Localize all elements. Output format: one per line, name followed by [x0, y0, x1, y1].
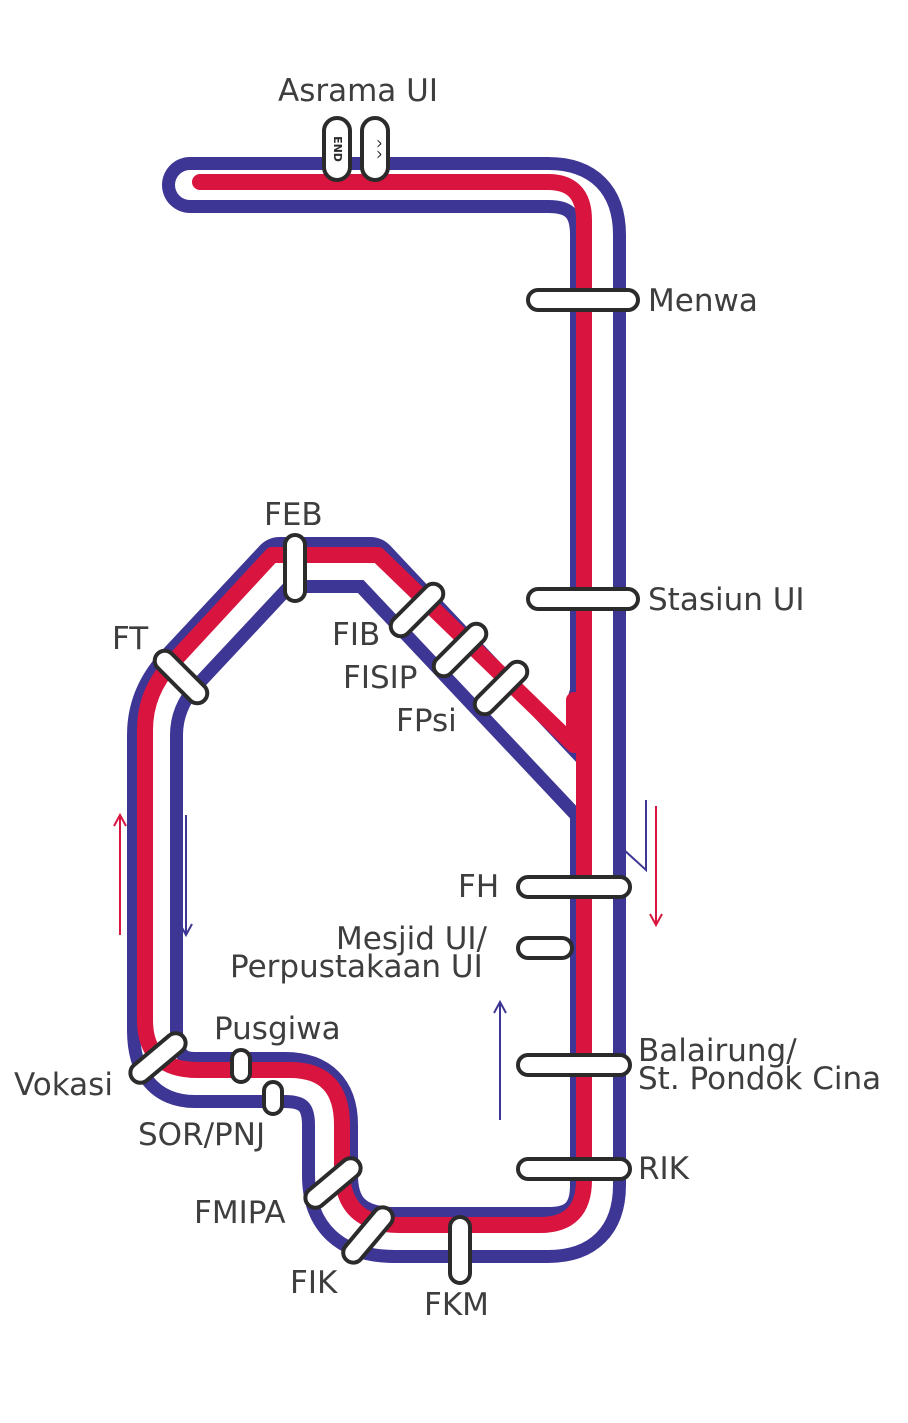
- label-rik: RIK: [638, 1151, 690, 1187]
- direction-badge: [360, 116, 390, 182]
- stop-fpsi: [472, 659, 530, 717]
- label-stasiun-ui: Stasiun UI: [648, 582, 805, 618]
- stop-fisip: [431, 621, 489, 679]
- stop-rik: [516, 1157, 632, 1181]
- stop-fkm: [448, 1215, 472, 1285]
- terminus-badges: END ^^: [322, 116, 390, 182]
- stop-fik: [341, 1205, 395, 1265]
- stop-fib: [388, 581, 446, 639]
- stop-ft: [152, 648, 210, 706]
- label-pusgiwa: Pusgiwa: [214, 1011, 341, 1047]
- stop-fh: [516, 875, 632, 899]
- label-balairung-line1: Balairung/: [638, 1033, 797, 1069]
- label-ft: FT: [112, 621, 149, 657]
- label-menwa: Menwa: [648, 283, 758, 319]
- label-fkm: FKM: [424, 1287, 489, 1323]
- stop-sor-pnj: [262, 1080, 284, 1116]
- label-balairung-line2: St. Pondok Cina: [638, 1061, 882, 1097]
- label-fib: FIB: [332, 617, 381, 653]
- label-vokasi: Vokasi: [14, 1067, 113, 1103]
- stop-vokasi: [128, 1031, 188, 1085]
- stop-balairung: [516, 1053, 632, 1077]
- stop-mesjid: [516, 936, 574, 960]
- label-fmipa: FMIPA: [194, 1195, 286, 1231]
- end-badge-text: END: [331, 136, 344, 162]
- label-mesjid-line1: Mesjid UI/: [336, 921, 488, 957]
- stop-pusgiwa: [230, 1048, 252, 1084]
- label-fh: FH: [458, 869, 500, 905]
- stop-feb: [283, 533, 307, 603]
- label-sor-pnj: SOR/PNJ: [138, 1117, 266, 1153]
- label-fisip: FISIP: [343, 660, 418, 696]
- blue-route-line: [127, 157, 626, 1263]
- label-feb: FEB: [264, 497, 323, 533]
- stop-stasiun-ui: [526, 587, 640, 611]
- direction-arrows: [113, 741, 663, 1120]
- label-mesjid-line2: Perpustakaan UI: [230, 949, 483, 985]
- station-stops: [128, 288, 640, 1285]
- label-fik: FIK: [290, 1265, 338, 1301]
- end-badge: [322, 116, 352, 182]
- stop-menwa: [526, 288, 640, 312]
- label-asrama-ui: Asrama UI: [278, 73, 438, 109]
- stop-fmipa: [303, 1156, 363, 1210]
- label-fpsi: FPsi: [396, 703, 457, 739]
- direction-badge-text: ^^: [368, 138, 383, 160]
